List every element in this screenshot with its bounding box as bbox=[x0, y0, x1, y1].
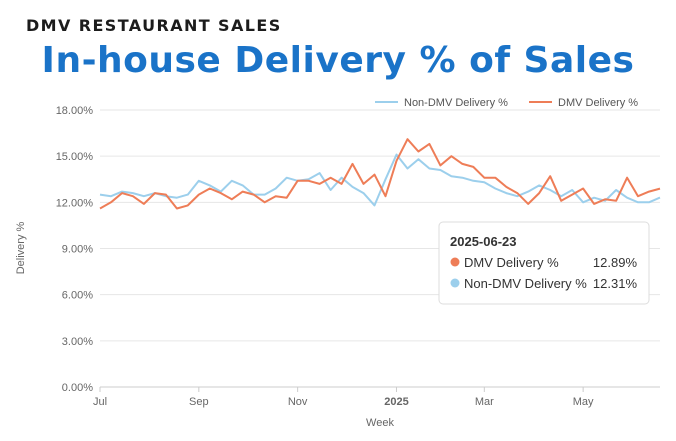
x-tick-label: Sep bbox=[189, 396, 209, 408]
y-tick-label: 18.00% bbox=[56, 105, 94, 117]
x-axis-ticks: Jul Sep Nov 2025 Mar May bbox=[93, 387, 594, 408]
legend[interactable]: Non-DMV Delivery % DMV Delivery % bbox=[375, 97, 638, 109]
tooltip-dmv-value: 12.89% bbox=[593, 255, 638, 270]
series-line-non-dmv-delivery bbox=[99, 153, 661, 207]
legend-label-non-dmv: Non-DMV Delivery % bbox=[404, 97, 508, 109]
series-lines bbox=[99, 138, 661, 210]
y-tick-label: 3.00% bbox=[62, 336, 93, 348]
y-tick-label: 9.00% bbox=[62, 244, 93, 256]
tooltip-non-dmv-value: 12.31% bbox=[593, 276, 638, 291]
x-tick-label: Nov bbox=[288, 396, 308, 408]
chart-headline: In-house Delivery % of Sales bbox=[41, 40, 635, 81]
y-tick-label: 12.00% bbox=[56, 197, 94, 209]
x-tick-label: Jul bbox=[93, 396, 107, 408]
tooltip-date: 2025-06-23 bbox=[450, 234, 517, 249]
tooltip-non-dmv-dot bbox=[450, 278, 460, 288]
x-tick-label: 2025 bbox=[384, 396, 408, 408]
legend-item-dmv[interactable]: DMV Delivery % bbox=[529, 97, 638, 109]
tooltip-dmv-label: DMV Delivery % bbox=[464, 255, 559, 270]
y-axis-title: Delivery % bbox=[15, 222, 27, 275]
y-axis-ticks: 0.00% 3.00% 6.00% 9.00% 12.00% 15.00% 18.00% bbox=[56, 105, 94, 394]
x-tick-label: Mar bbox=[475, 396, 494, 408]
dashboard-kicker: DMV RESTAURANT SALES bbox=[26, 16, 282, 35]
tooltip-box bbox=[438, 221, 650, 305]
x-axis-title: Week bbox=[366, 417, 394, 429]
tooltip-non-dmv-label: Non-DMV Delivery % bbox=[464, 276, 587, 291]
y-tick-label: 0.00% bbox=[62, 382, 93, 394]
x-tick-label: May bbox=[573, 396, 594, 408]
legend-label-dmv: DMV Delivery % bbox=[558, 97, 638, 109]
series-line-dmv-delivery bbox=[99, 138, 661, 210]
y-tick-label: 6.00% bbox=[62, 290, 93, 302]
legend-item-non-dmv[interactable]: Non-DMV Delivery % bbox=[375, 97, 508, 109]
chart-tooltip: 2025-06-23 DMV Delivery % 12.89% Non-DMV… bbox=[438, 221, 650, 305]
y-tick-label: 15.00% bbox=[56, 151, 94, 163]
tooltip-dmv-dot bbox=[450, 257, 460, 267]
